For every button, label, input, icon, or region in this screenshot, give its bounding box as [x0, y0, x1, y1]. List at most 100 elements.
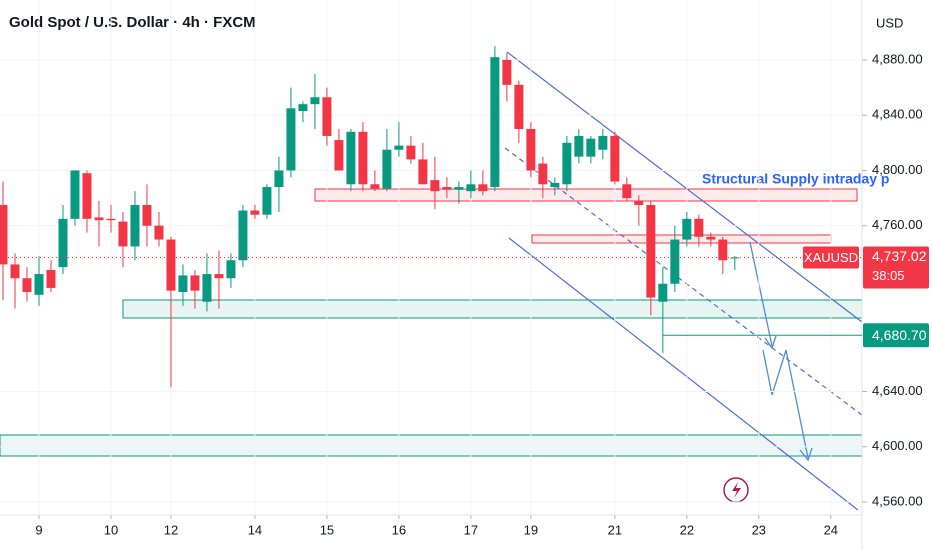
candle-body — [310, 97, 320, 105]
candle-body — [70, 170, 80, 219]
candle-body — [574, 135, 584, 157]
candle-body — [334, 140, 344, 171]
support-zone — [122, 299, 863, 319]
x-tick-label: 23 — [752, 522, 766, 537]
channel-lower — [508, 237, 859, 511]
currency: USD — [876, 15, 903, 30]
candle-body — [322, 97, 332, 136]
chart-title: Gold Spot / U.S. Dollar · 4h · FXCM — [9, 14, 256, 31]
candle-body — [22, 278, 32, 293]
y-tick-label: 4,800.00 — [872, 162, 923, 177]
candle-body — [682, 218, 692, 240]
price-line-tag — [863, 323, 929, 348]
drawings — [0, 51, 863, 511]
event-icon-bolt — [732, 482, 741, 498]
candle-body — [406, 145, 416, 160]
candle-body — [106, 218, 116, 221]
candle-body — [178, 275, 188, 293]
price-tag-label: 4,737.02 — [872, 248, 927, 264]
arrow-head — [799, 447, 813, 462]
candle-body — [358, 131, 368, 185]
y-tick-label: 4,600.00 — [872, 438, 923, 453]
candle-body — [634, 200, 644, 206]
candle-body — [370, 184, 380, 189]
candle-body — [562, 142, 572, 185]
candle-body — [118, 221, 128, 247]
candle-body — [610, 135, 620, 182]
candle-body — [670, 239, 680, 284]
candle-body — [694, 218, 704, 237]
price-tag — [863, 246, 929, 289]
price-line-label: 4,680.70 — [872, 327, 927, 343]
x-tick-label: 16 — [392, 522, 406, 537]
arrow-head — [764, 335, 777, 350]
candle-body — [622, 184, 632, 199]
demand-zone — [0, 434, 863, 457]
candle-body — [502, 59, 512, 85]
channel-upper — [506, 51, 863, 323]
candle-body — [538, 163, 548, 185]
x-tick-label: 24 — [824, 522, 838, 537]
candle-body — [286, 108, 296, 171]
supply-zone — [531, 234, 832, 244]
candle-body — [46, 269, 56, 288]
candle-body — [262, 187, 272, 215]
supply-zone — [314, 188, 858, 202]
projection-arrow — [749, 241, 773, 347]
x-tick-label: 12 — [164, 522, 178, 537]
y-tick-label: 4,640.00 — [872, 383, 923, 398]
candle-body — [166, 239, 176, 291]
candle-body — [298, 104, 308, 112]
candle-body — [82, 173, 92, 219]
candle-body — [526, 129, 536, 171]
y-tick-label: 4,760.00 — [872, 217, 923, 232]
candle-body — [514, 84, 524, 130]
candle-body — [706, 236, 716, 240]
candle-body — [154, 225, 164, 240]
x-tick-label: 15 — [320, 522, 334, 537]
x-tick-label: 19 — [524, 522, 538, 537]
symbol-label: XAUUSD — [804, 250, 858, 265]
candle-body — [490, 57, 500, 188]
candle-body — [718, 239, 728, 261]
y-tick-label: 4,560.00 — [872, 493, 923, 508]
candle-body — [394, 145, 404, 150]
candle-body — [274, 170, 284, 188]
candle-body — [226, 260, 236, 279]
candle-body — [202, 274, 212, 302]
candle-body — [382, 149, 392, 189]
x-tick-label: 9 — [35, 522, 42, 537]
candle-body — [214, 274, 224, 279]
candle-body — [586, 138, 596, 157]
y-tick-label: 4,840.00 — [872, 107, 923, 122]
candle-body — [454, 187, 464, 190]
x-tick-label: 17 — [464, 522, 478, 537]
candle-body — [346, 131, 356, 185]
x-tick-label: 10 — [104, 522, 118, 537]
candle-body — [190, 275, 200, 291]
projection-arrow — [762, 349, 809, 459]
candle-body — [466, 184, 476, 192]
candle-body — [130, 205, 140, 247]
candle-body — [442, 187, 452, 190]
candle-body — [430, 180, 440, 192]
candle-body — [238, 210, 248, 261]
candle-body — [418, 159, 428, 185]
x-tick-label: 14 — [248, 522, 262, 537]
candle-body — [58, 218, 68, 268]
candle-body — [730, 257, 740, 259]
x-tick-label: 22 — [680, 522, 694, 537]
candle-body — [34, 274, 44, 295]
x-tick-label: 21 — [608, 522, 622, 537]
countdown: 38:05 — [872, 268, 905, 283]
candle-body — [10, 264, 20, 279]
channel-middle — [504, 147, 863, 416]
candle-body — [658, 283, 668, 302]
candle-body — [142, 205, 152, 226]
y-tick-label: 4,880.00 — [872, 51, 923, 66]
candle-body — [250, 210, 260, 215]
annotation: Structural Supply intraday p — [702, 171, 889, 187]
candle-body — [478, 184, 488, 192]
